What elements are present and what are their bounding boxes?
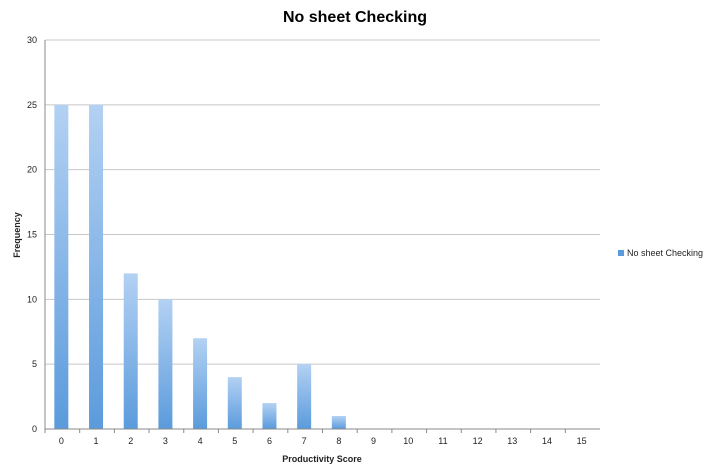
x-tick-label: 14 [542, 436, 552, 446]
x-tick-label: 1 [94, 436, 99, 446]
y-tick-label: 5 [32, 359, 37, 369]
x-tick-label: 12 [473, 436, 483, 446]
y-tick-label: 30 [27, 35, 37, 45]
x-tick-label: 6 [267, 436, 272, 446]
x-tick-label: 2 [128, 436, 133, 446]
x-tick-label: 15 [577, 436, 587, 446]
x-tick-label: 4 [198, 436, 203, 446]
y-axis-title: Frequency [12, 212, 22, 258]
x-tick-label: 10 [403, 436, 413, 446]
x-tick-label: 8 [336, 436, 341, 446]
bar [262, 403, 277, 429]
bar [193, 338, 208, 429]
x-tick-label: 5 [232, 436, 237, 446]
y-tick-label: 10 [27, 294, 37, 304]
bar [297, 364, 312, 429]
x-tick-label: 9 [371, 436, 376, 446]
legend-label: No sheet Checking [627, 248, 703, 258]
bar [158, 299, 173, 429]
y-tick-label: 0 [32, 424, 37, 434]
bar [331, 416, 346, 429]
legend: No sheet Checking [618, 248, 703, 258]
bar [54, 104, 69, 429]
x-tick-label: 3 [163, 436, 168, 446]
bar [227, 377, 242, 429]
y-tick-label: 20 [27, 165, 37, 175]
x-tick-label: 13 [507, 436, 517, 446]
x-tick-label: 7 [302, 436, 307, 446]
x-tick-labels: 0 1 2 3 4 5 6 7 8 9 10 11 12 13 14 15 [44, 429, 587, 446]
bar [123, 273, 138, 429]
bar [89, 104, 104, 429]
x-tick-label: 0 [59, 436, 64, 446]
legend-swatch [618, 250, 624, 256]
x-tick-label: 11 [438, 436, 447, 446]
chart-title: No sheet Checking [283, 9, 427, 26]
bars [54, 104, 346, 429]
y-tick-labels: 0 5 10 15 20 25 30 [27, 35, 37, 434]
y-tick-label: 25 [27, 100, 37, 110]
y-tick-label: 15 [27, 230, 37, 240]
x-axis-title: Productivity Score [282, 454, 362, 464]
